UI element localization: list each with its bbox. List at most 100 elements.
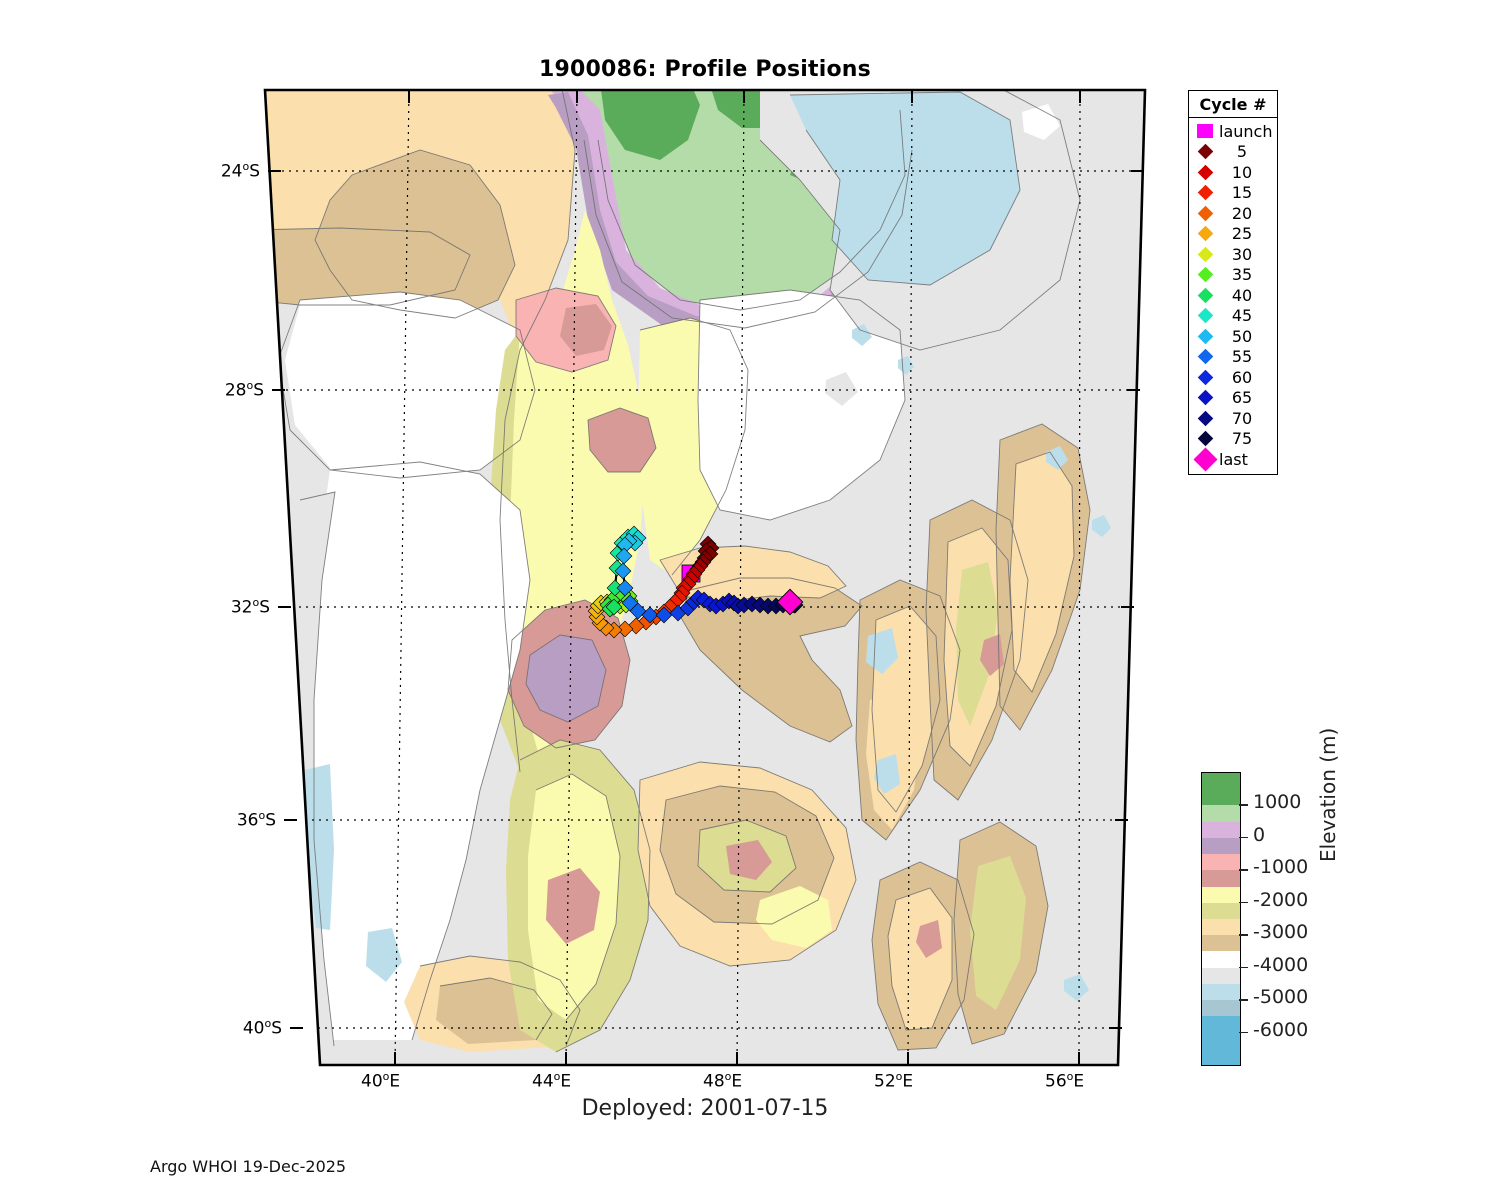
legend-item-label: launch [1219,122,1277,141]
x-tick-label: 44oE [532,1070,571,1092]
legend-title: Cycle # [1189,91,1277,118]
colorbar-tick-mark [1239,999,1248,1001]
x-tick-label: 52oE [874,1070,913,1092]
legend-item-40[interactable]: 40 [1189,285,1277,306]
legend-item-label: 65 [1219,388,1277,407]
legend-item-label: 15 [1219,183,1277,202]
colorbar-tick-label: -2000 [1253,889,1308,911]
legend-item-label: 30 [1219,245,1277,264]
cycle-legend[interactable]: Cycle # launch51015 2025 3035 40455055 6065 7… [1188,90,1278,475]
legend-item-60[interactable]: 60 [1189,367,1277,388]
legend-entries: launch51015 2025 3035 40455055 6065 7075 last [1189,118,1277,474]
diamond-swatch [1194,413,1216,424]
colorbar-band [1202,951,1240,967]
colorbar-tick-label: -3000 [1253,921,1308,943]
legend-item-label: last [1219,450,1277,469]
legend-item-label: 70 [1219,409,1277,428]
y-tick-label: 28oS [194,379,264,401]
marker-glyph [1197,226,1213,242]
colorbar-band [1202,984,1240,1000]
diamond-swatch [1194,392,1216,403]
diamond-swatch [1194,290,1216,301]
marker-glyph [1197,308,1213,324]
marker-glyph [1193,447,1217,471]
marker-glyph [1197,246,1213,262]
y-tick-label: 24oS [190,160,260,182]
marker-glyph [1197,390,1213,406]
legend-item-label: 75 [1219,429,1277,448]
colorbar-band [1202,838,1240,854]
colorbar-band [1202,903,1240,919]
legend-item-5[interactable]: 5 [1189,142,1277,163]
colorbar-tick-mark [1239,869,1248,871]
colorbar-title: Elevation (m) [1316,728,1340,862]
diamond-swatch [1194,228,1216,239]
legend-item-label: 40 [1219,286,1277,305]
colorbar-tick-label: -1000 [1253,856,1308,878]
colorbar-tick-label: -6000 [1253,1019,1308,1041]
marker-glyph [1197,328,1213,344]
marker-glyph [1197,267,1213,283]
legend-item-last[interactable]: last [1189,449,1277,470]
colorbar-tick-mark [1239,804,1248,806]
colorbar-band [1202,805,1240,821]
colorbar-tick-label: -4000 [1253,954,1308,976]
legend-item-35[interactable]: 35 [1189,265,1277,286]
x-axis-title: Deployed: 2001-07-15 [265,1096,1145,1121]
diamond-swatch [1194,249,1216,260]
legend-item-label: 20 [1219,204,1277,223]
diamond-swatch [1194,433,1216,444]
legend-item-launch[interactable]: launch [1189,121,1277,142]
diamond-swatch [1194,167,1216,178]
x-tick-label: 48oE [703,1070,742,1092]
marker-glyph [1197,185,1213,201]
legend-item-15[interactable]: 15 [1189,183,1277,204]
legend-item-75[interactable]: 75 [1189,429,1277,450]
x-tick-label: 56oE [1045,1070,1084,1092]
colorbar-tick-mark [1239,1032,1248,1034]
square-swatch [1194,124,1216,138]
colorbar-band [1202,887,1240,903]
legend-item-label: 35 [1219,265,1277,284]
diamond-swatch [1194,269,1216,280]
legend-item-30[interactable]: 30 [1189,244,1277,265]
legend-item-25[interactable]: 25 [1189,224,1277,245]
marker-glyph [1197,410,1213,426]
colorbar-tick-label: 1000 [1253,791,1301,813]
legend-item-70[interactable]: 70 [1189,408,1277,429]
legend-item-50[interactable]: 50 [1189,326,1277,347]
legend-item-45[interactable]: 45 [1189,306,1277,327]
colorbar-band [1202,935,1240,951]
diamond-swatch [1194,310,1216,321]
legend-item-label: 55 [1219,347,1277,366]
marker-glyph [1197,349,1213,365]
legend-item-10[interactable]: 10 [1189,162,1277,183]
legend-item-65[interactable]: 65 [1189,388,1277,409]
terrain-layer [250,80,1160,1080]
marker-glyph [1197,287,1213,303]
colorbar-tick-mark [1239,837,1248,839]
colorbar-band [1202,968,1240,984]
diamond-swatch [1194,187,1216,198]
legend-item-label: 45 [1219,306,1277,325]
footer-credit: Argo WHOI 19-Dec-2025 [150,1157,346,1176]
colorbar-band [1202,854,1240,870]
legend-item-55[interactable]: 55 [1189,347,1277,368]
legend-item-20[interactable]: 20 [1189,203,1277,224]
diamond-swatch [1194,372,1216,383]
marker-glyph [1197,124,1213,138]
legend-item-label: 60 [1219,368,1277,387]
colorbar-tick-label: 0 [1253,824,1265,846]
x-tick-label: 40oE [361,1070,400,1092]
legend-item-label: 10 [1219,163,1277,182]
colorbar-tick-mark [1239,967,1248,969]
y-tick-label: 40oS [212,1017,282,1039]
colorbar-band [1202,1016,1240,1065]
colorbar-band [1202,870,1240,886]
figure-canvas: 1900086: Profile Positions [0,0,1500,1200]
colorbar-tick-mark [1239,902,1248,904]
diamond-swatch [1194,146,1216,157]
bigdiamond-swatch [1194,451,1216,468]
colorbar-band [1202,773,1240,805]
legend-item-label: 25 [1219,224,1277,243]
